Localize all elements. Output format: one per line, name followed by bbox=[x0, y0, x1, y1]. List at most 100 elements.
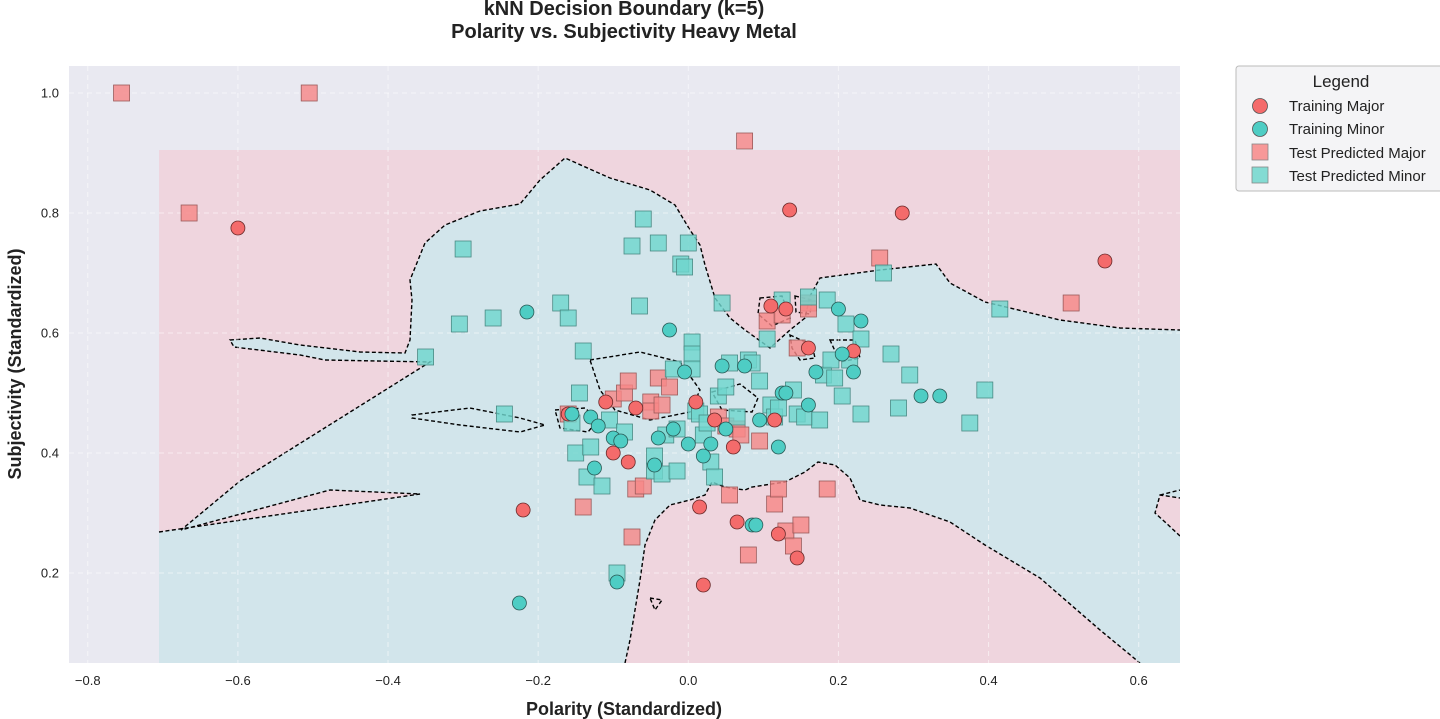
test-minor-point bbox=[706, 468, 723, 486]
decision-boundary-right bbox=[1154, 494, 1180, 537]
y-tick-label: 0.8 bbox=[41, 206, 59, 221]
test-major-point bbox=[1062, 294, 1080, 312]
y-tick-label: 1.0 bbox=[41, 86, 59, 101]
training-minor-point bbox=[846, 364, 861, 380]
test-minor-point bbox=[454, 240, 472, 258]
legend-marker-training-minor bbox=[1252, 121, 1268, 137]
test-minor-point bbox=[811, 411, 829, 429]
training-major-point bbox=[782, 202, 798, 218]
y-axis-ticks: 0.2 0.4 0.6 0.8 1.0 bbox=[41, 86, 59, 581]
training-minor-point bbox=[801, 397, 816, 413]
training-major-point bbox=[1097, 253, 1113, 269]
training-major-point bbox=[725, 439, 741, 455]
training-minor-point bbox=[587, 460, 602, 476]
training-minor-point bbox=[714, 358, 730, 374]
training-major-point bbox=[515, 502, 531, 518]
training-minor-point bbox=[695, 448, 711, 464]
x-tick-label: −0.8 bbox=[75, 673, 101, 688]
test-minor-point bbox=[800, 288, 817, 306]
test-minor-point bbox=[582, 438, 600, 456]
test-minor-point bbox=[852, 405, 870, 423]
test-minor-point bbox=[852, 330, 870, 348]
training-major-point bbox=[778, 301, 794, 317]
training-minor-point bbox=[831, 301, 846, 317]
test-major-point bbox=[766, 495, 784, 513]
test-minor-point bbox=[991, 300, 1009, 318]
training-major-point bbox=[801, 340, 816, 356]
y-tick-label: 0.6 bbox=[41, 326, 59, 341]
decision-boundary-island-1 bbox=[411, 407, 548, 433]
test-minor-point bbox=[890, 399, 907, 417]
test-minor-point bbox=[818, 291, 836, 309]
test-major-point bbox=[739, 546, 757, 564]
legend-entry-test-minor: Test Predicted Minor bbox=[1289, 168, 1426, 185]
decision-boundary-island-4 bbox=[710, 383, 759, 413]
test-minor-point bbox=[484, 309, 502, 327]
legend-entry-test-major: Test Predicted Major bbox=[1289, 145, 1426, 162]
x-axis-ticks: −0.8 −0.6 −0.4 −0.2 0.0 0.2 0.4 0.6 bbox=[75, 673, 1148, 688]
test-major-point bbox=[634, 477, 652, 495]
training-minor-point bbox=[913, 388, 929, 404]
training-minor-point bbox=[748, 517, 764, 533]
training-major-point bbox=[605, 445, 621, 461]
x-tick-label: 0.4 bbox=[980, 673, 998, 688]
test-major-point bbox=[792, 516, 810, 534]
grid bbox=[69, 66, 1180, 663]
legend-marker-test-minor bbox=[1251, 166, 1269, 184]
x-tick-label: 0.6 bbox=[1130, 673, 1148, 688]
training-minor-point bbox=[808, 364, 824, 380]
training-minor-point bbox=[647, 457, 662, 473]
test-major-point bbox=[113, 84, 130, 102]
legend-marker-test-major bbox=[1251, 143, 1269, 161]
test-minor-point bbox=[901, 366, 919, 384]
test-major-point bbox=[732, 426, 750, 444]
training-minor-point bbox=[609, 574, 625, 590]
legend-marker-training-major bbox=[1252, 98, 1268, 114]
legend-box bbox=[1235, 65, 1440, 192]
test-minor-point bbox=[976, 381, 994, 399]
test-minor-point bbox=[758, 330, 776, 348]
test-minor-point bbox=[631, 297, 648, 315]
decision-boundary-lower bbox=[624, 461, 1141, 663]
test-minor-point bbox=[728, 408, 746, 426]
training-minor-point bbox=[718, 421, 734, 437]
test-minor-point bbox=[668, 462, 686, 480]
training-major-point bbox=[729, 514, 745, 530]
test-major-point bbox=[180, 204, 198, 222]
training-minor-point bbox=[512, 595, 527, 611]
training-minor-point bbox=[680, 436, 696, 452]
test-minor-point bbox=[571, 384, 588, 402]
training-minor-point bbox=[662, 322, 677, 338]
training-minor-point bbox=[778, 385, 794, 401]
test-major-point bbox=[769, 480, 787, 498]
test-minor-point bbox=[559, 309, 577, 327]
training-minor-point bbox=[752, 412, 768, 428]
test-major-point bbox=[300, 84, 318, 102]
test-minor-point bbox=[882, 345, 900, 363]
training-major-point bbox=[628, 400, 644, 416]
test-minor-point bbox=[593, 477, 611, 495]
training-major-point bbox=[894, 205, 910, 221]
x-tick-label: 0.0 bbox=[679, 673, 697, 688]
x-tick-label: −0.6 bbox=[225, 673, 251, 688]
x-axis-label: Polarity (Standardized) bbox=[526, 699, 722, 719]
training-major-point bbox=[767, 412, 783, 428]
training-major-point bbox=[695, 577, 711, 593]
test-minor-point bbox=[826, 369, 844, 387]
test-major-point bbox=[619, 372, 637, 390]
training-major-point bbox=[789, 550, 805, 566]
chart-subtitle: Polarity vs. Subjectivity Heavy Metal bbox=[451, 21, 797, 43]
training-minor-point bbox=[737, 358, 753, 374]
training-major-point bbox=[598, 394, 614, 410]
test-minor-point bbox=[634, 210, 652, 228]
training-minor-point bbox=[613, 433, 629, 449]
test-major-point bbox=[871, 249, 889, 267]
test-minor-point bbox=[875, 264, 892, 282]
test-minor-point bbox=[495, 405, 513, 423]
test-major-point bbox=[721, 486, 738, 504]
training-major-point bbox=[763, 298, 779, 314]
test-major-point bbox=[751, 432, 769, 450]
training-major-point bbox=[692, 499, 707, 515]
legend-entry-training-major: Training Major bbox=[1289, 98, 1384, 115]
